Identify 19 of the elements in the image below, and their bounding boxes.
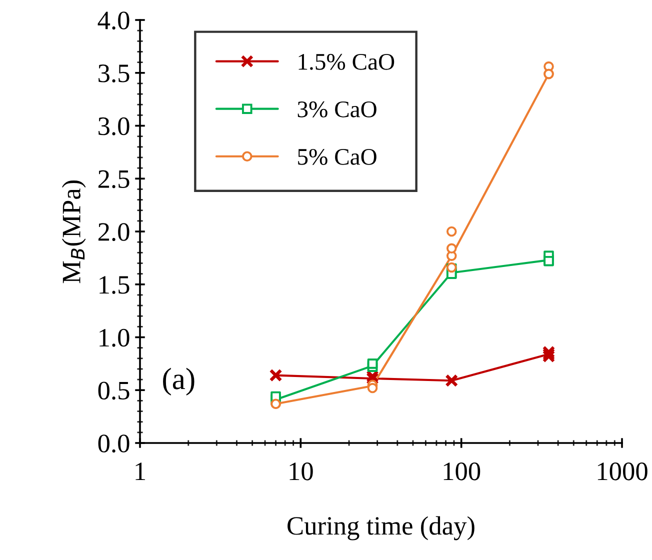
x-tick-label: 100 <box>444 462 480 480</box>
y-tick-label: 1.0 <box>100 328 130 347</box>
y-tick-label: 4.0 <box>98 12 130 30</box>
y-tick-label: 2.0 <box>98 223 130 242</box>
y-tick-label: 0.5 <box>98 382 130 400</box>
y-tick-label: 3.0 <box>98 117 130 136</box>
y-tick-label: 3.5 <box>98 64 130 82</box>
x-tick-label: 10 <box>290 462 313 480</box>
y-tick-label: 0.0 <box>98 434 130 453</box>
y-tick-label: 2.5 <box>98 170 130 188</box>
y-tick-label: 1.5 <box>100 276 130 294</box>
annotation: (a) <box>163 368 194 396</box>
x-axis-title: Curing time (day) <box>288 516 474 540</box>
x-tick-label: 1 <box>136 462 146 480</box>
legend-label: 3% CaO <box>298 101 376 118</box>
y-axis-title: M$_{B}$(MPa) <box>62 180 86 284</box>
legend-label: 1.5% CaO <box>298 54 394 70</box>
x-tick-label: 1000 <box>598 462 648 480</box>
legend-label: 5% CaO <box>298 148 376 165</box>
